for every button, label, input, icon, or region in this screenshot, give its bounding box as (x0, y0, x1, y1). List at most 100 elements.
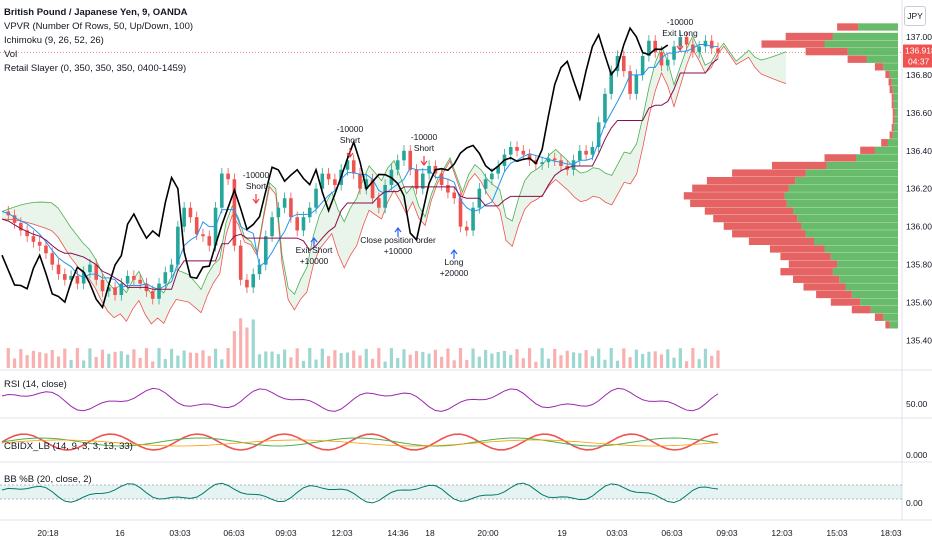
price-tick: 136.400 (906, 146, 932, 156)
volume-bar (647, 351, 651, 368)
volume-bar (452, 360, 456, 368)
volume-bar (578, 353, 582, 368)
vp-row-up (832, 268, 898, 276)
time-tick: 06:03 (223, 528, 245, 538)
candle-body (94, 264, 99, 280)
candle-body (282, 198, 287, 208)
candle-body (621, 55, 626, 72)
candle-body (270, 217, 274, 237)
volume-bar (364, 348, 368, 368)
candle-body (615, 55, 620, 72)
legend-retail-slayer[interactable]: Retail Slayer (0, 350, 350, 350, 0400-14… (4, 63, 187, 74)
vp-row-up (824, 245, 898, 253)
bb-legend[interactable]: BB %B (20, close, 2) (4, 474, 92, 485)
candle-body (578, 150, 582, 161)
volume-bar (69, 359, 73, 368)
vp-row-up (889, 70, 898, 79)
vp-row-down (889, 131, 893, 139)
price-tick: 135.800 (906, 260, 932, 270)
volume-bar (276, 354, 280, 368)
candle-body (150, 291, 155, 299)
candle-body (665, 59, 670, 66)
cbdx-legend[interactable]: CBIDX_LB (14, 9, 3, 3, 13, 33) (4, 441, 133, 452)
volume-bar (427, 353, 431, 368)
rsi-legend[interactable]: RSI (14, close) (4, 379, 67, 390)
vp-row-down (889, 85, 893, 94)
signal-label: +10000 (300, 256, 329, 266)
volume-bar (144, 348, 149, 368)
volume-bar (333, 350, 337, 368)
candle-body (88, 264, 92, 273)
volume-bar (659, 354, 664, 368)
time-tick: 20:00 (477, 528, 499, 538)
price-tick: 136.200 (906, 184, 932, 194)
volume-bar (440, 356, 444, 368)
candle-body (634, 74, 639, 94)
candle-body (552, 158, 557, 161)
candle-body (383, 184, 387, 208)
candle-body (220, 173, 224, 208)
time-tick: 09:03 (716, 528, 738, 538)
legend-vpvr[interactable]: VPVR (Number Of Rows, 50, Up/Down, 100) (4, 21, 194, 32)
price-tick: 135.600 (906, 298, 932, 308)
currency-button[interactable]: JPY (904, 6, 926, 26)
volume-bar (465, 360, 469, 368)
candle-body (194, 217, 199, 235)
volume-bar (100, 349, 105, 368)
candle-body (207, 236, 212, 246)
volume-bar (308, 348, 312, 368)
tenkan-line (1, 44, 719, 290)
volume-bar (534, 361, 538, 368)
bb-band-fill (0, 485, 902, 499)
volume-bar (553, 348, 557, 368)
volume-bar (314, 359, 318, 368)
signal-label: -10000 (337, 124, 364, 134)
volume-bar (622, 348, 626, 368)
legend-ichimoku[interactable]: Ichimoku (9, 26, 52, 26) (4, 35, 104, 46)
time-tick: 06:03 (661, 528, 683, 538)
vp-row-down (874, 313, 884, 321)
legend-volume[interactable]: Vol (4, 49, 18, 60)
vp-row-up (784, 192, 898, 200)
volume-bar (25, 355, 29, 368)
vp-row-up (797, 214, 898, 223)
volume-bar (220, 359, 224, 368)
candle-body (628, 71, 632, 94)
signal-arrow-down (676, 41, 684, 51)
cbdx-line-red (1, 433, 719, 451)
volume-bar (264, 351, 268, 368)
candle-body (31, 236, 36, 242)
candle-body (402, 150, 406, 161)
vp-row-down (788, 260, 838, 268)
candle-body (439, 173, 444, 185)
vp-row-up (851, 290, 898, 299)
candle-body (263, 236, 268, 265)
time-tick: 15:03 (826, 528, 848, 538)
volume-bar (251, 319, 255, 368)
symbol-title[interactable]: British Pound / Japanese Yen, 9, OANDA (4, 7, 188, 18)
volume-bar (414, 351, 419, 368)
volume-bar (82, 360, 86, 368)
vp-row-down (824, 154, 856, 162)
candle-body (25, 230, 29, 237)
volume-bar (126, 354, 130, 368)
volume-bar (590, 356, 594, 368)
candle-body (63, 274, 67, 280)
kijun-line (1, 58, 719, 290)
senkou-span-b (1, 45, 787, 325)
time-tick: 12:03 (771, 528, 793, 538)
volume-bar (63, 348, 67, 368)
vp-row-down (803, 283, 846, 291)
volume-bar (490, 353, 494, 368)
volume-bar (615, 360, 620, 368)
signal-text: Short (414, 143, 435, 153)
volume-bar (326, 356, 331, 368)
vp-row-down (874, 63, 884, 71)
candle-body (251, 274, 256, 288)
volume-bar (182, 350, 186, 368)
volume-bar (201, 350, 205, 368)
volume-bar (257, 354, 262, 368)
volume-bar (641, 353, 645, 368)
vp-row-up (889, 321, 898, 329)
